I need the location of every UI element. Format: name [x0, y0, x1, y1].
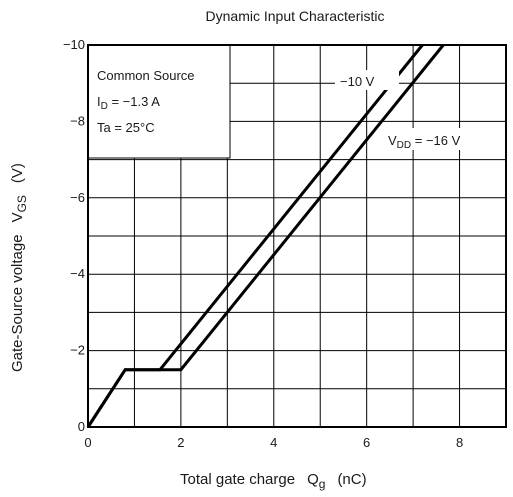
series-label-16v: VDD = −16 V: [388, 133, 461, 151]
condition-temperature: Ta = 25°C: [97, 120, 155, 135]
series-label-10v: −10 V: [340, 74, 375, 89]
y-tick-label: −10: [63, 37, 85, 52]
y-tick-label: 0: [78, 419, 85, 434]
y-tick-label: −2: [70, 343, 85, 358]
x-axis-title: Total gate charge Qg (nC): [180, 471, 367, 491]
x-tick-label: 8: [456, 435, 463, 450]
tick-labels: 0 2 4 6 8 0 −2 −4 −6 −8 −10: [63, 37, 463, 450]
y-tick-label: −6: [70, 190, 85, 205]
x-tick-label: 4: [270, 435, 277, 450]
conditions-box-frame: [87, 44, 231, 159]
condition-common-source: Common Source: [97, 68, 195, 83]
conditions-box: Common Source ID = −1.3 A Ta = 25°C: [87, 44, 231, 159]
series-layer: [86, 44, 445, 428]
condition-drain-current: ID = −1.3 A: [97, 94, 160, 112]
x-tick-label: 2: [177, 435, 184, 450]
plot-frame: [87, 44, 507, 428]
y-tick-label: −8: [70, 113, 85, 128]
series-line-2: [86, 44, 445, 428]
label-16v-background: [384, 128, 499, 150]
chart-title: Dynamic Input Characteristic: [206, 8, 385, 24]
x-tick-label: 0: [84, 435, 91, 450]
y-tick-label: −4: [70, 266, 85, 281]
x-tick-label: 6: [363, 435, 370, 450]
label-10v-background: [335, 70, 399, 90]
y-axis-title: Gate-Source voltageVGS(V): [9, 163, 29, 372]
